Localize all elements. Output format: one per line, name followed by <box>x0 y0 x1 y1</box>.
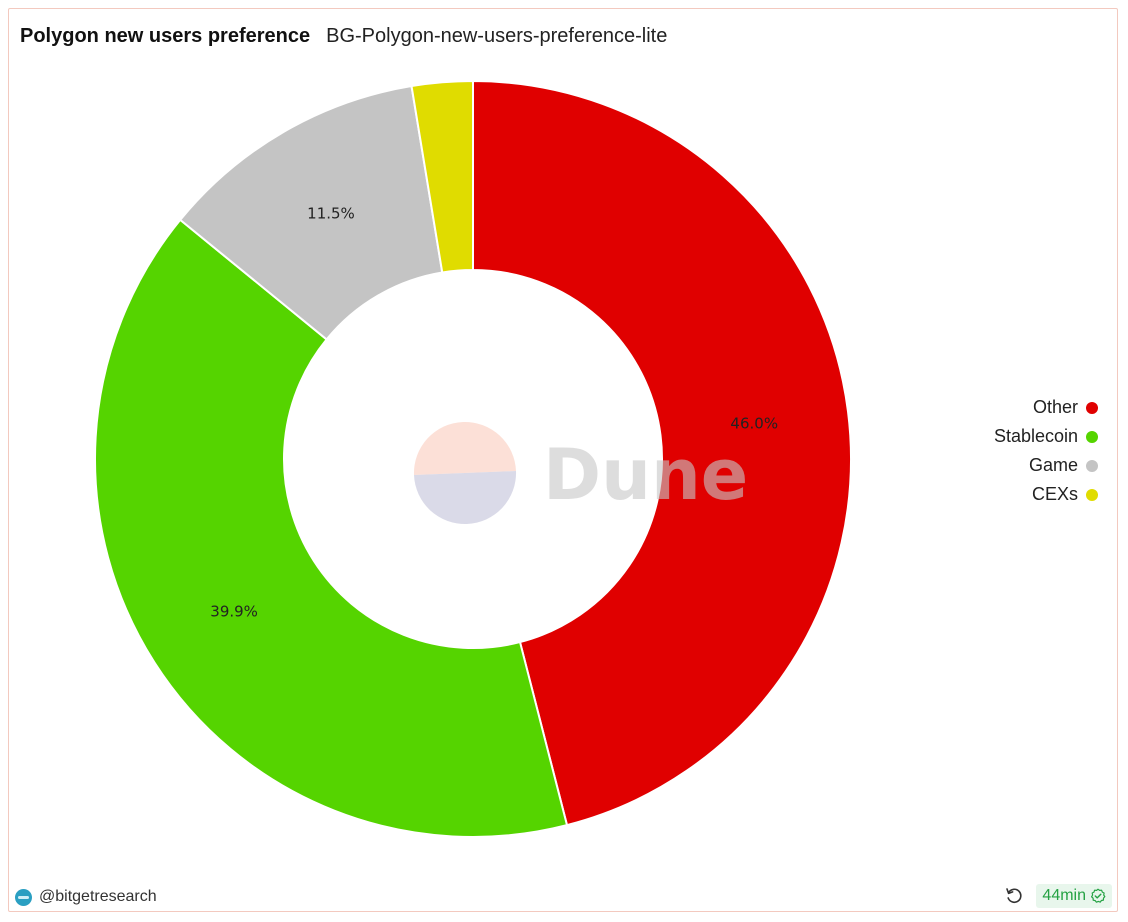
legend-label: Other <box>1032 397 1078 417</box>
query-name[interactable]: BG-Polygon-new-users-preference-lite <box>326 24 668 47</box>
legend-item-other[interactable]: Other <box>1033 396 1098 419</box>
watermark-top-half <box>413 421 516 475</box>
slice-game[interactable] <box>178 84 444 341</box>
refresh-status: 44min <box>1004 884 1112 908</box>
legend-item-cexs[interactable]: CEXs <box>1032 483 1098 506</box>
donut-slices <box>94 79 852 838</box>
data-label-other: 46.0% <box>730 414 778 432</box>
refresh-icon[interactable] <box>1004 886 1024 906</box>
legend-swatch <box>1086 430 1098 443</box>
chart-title: Polygon new users preference <box>20 24 311 47</box>
author-handle[interactable]: @bitgetresearch <box>39 888 157 905</box>
legend-item-stablecoin[interactable]: Stablecoin <box>994 425 1098 448</box>
legend-label: Game <box>1028 455 1078 475</box>
age-text: 44min <box>1042 887 1086 904</box>
data-labels: 46.0% 39.9% 11.5% <box>210 205 778 621</box>
legend-swatch <box>1086 401 1098 414</box>
chart-header: Polygon new users preference BG-Polygon-… <box>20 23 667 49</box>
legend-swatch <box>1086 459 1098 472</box>
legend-swatch <box>1086 488 1098 501</box>
legend-item-game[interactable]: Game <box>1029 454 1098 477</box>
chart-legend: Other Stablecoin Game CEXs <box>994 396 1098 506</box>
data-label-game: 11.5% <box>307 205 355 223</box>
legend-label: CEXs <box>1031 484 1078 504</box>
slice-other[interactable] <box>472 79 852 827</box>
watermark-bottom-half <box>414 471 517 525</box>
check-circle-icon <box>1090 888 1106 904</box>
author-info[interactable]: @bitgetresearch <box>15 888 157 906</box>
bitget-avatar-icon <box>15 888 32 906</box>
slice-stablecoin[interactable] <box>94 218 569 838</box>
dune-watermark: Dune <box>413 421 748 525</box>
slice-cexs[interactable] <box>410 79 474 274</box>
data-label-stablecoin: 39.9% <box>210 603 258 621</box>
watermark-text: Dune <box>543 434 748 516</box>
legend-label: Stablecoin <box>993 426 1078 446</box>
age-badge: 44min <box>1036 884 1112 908</box>
